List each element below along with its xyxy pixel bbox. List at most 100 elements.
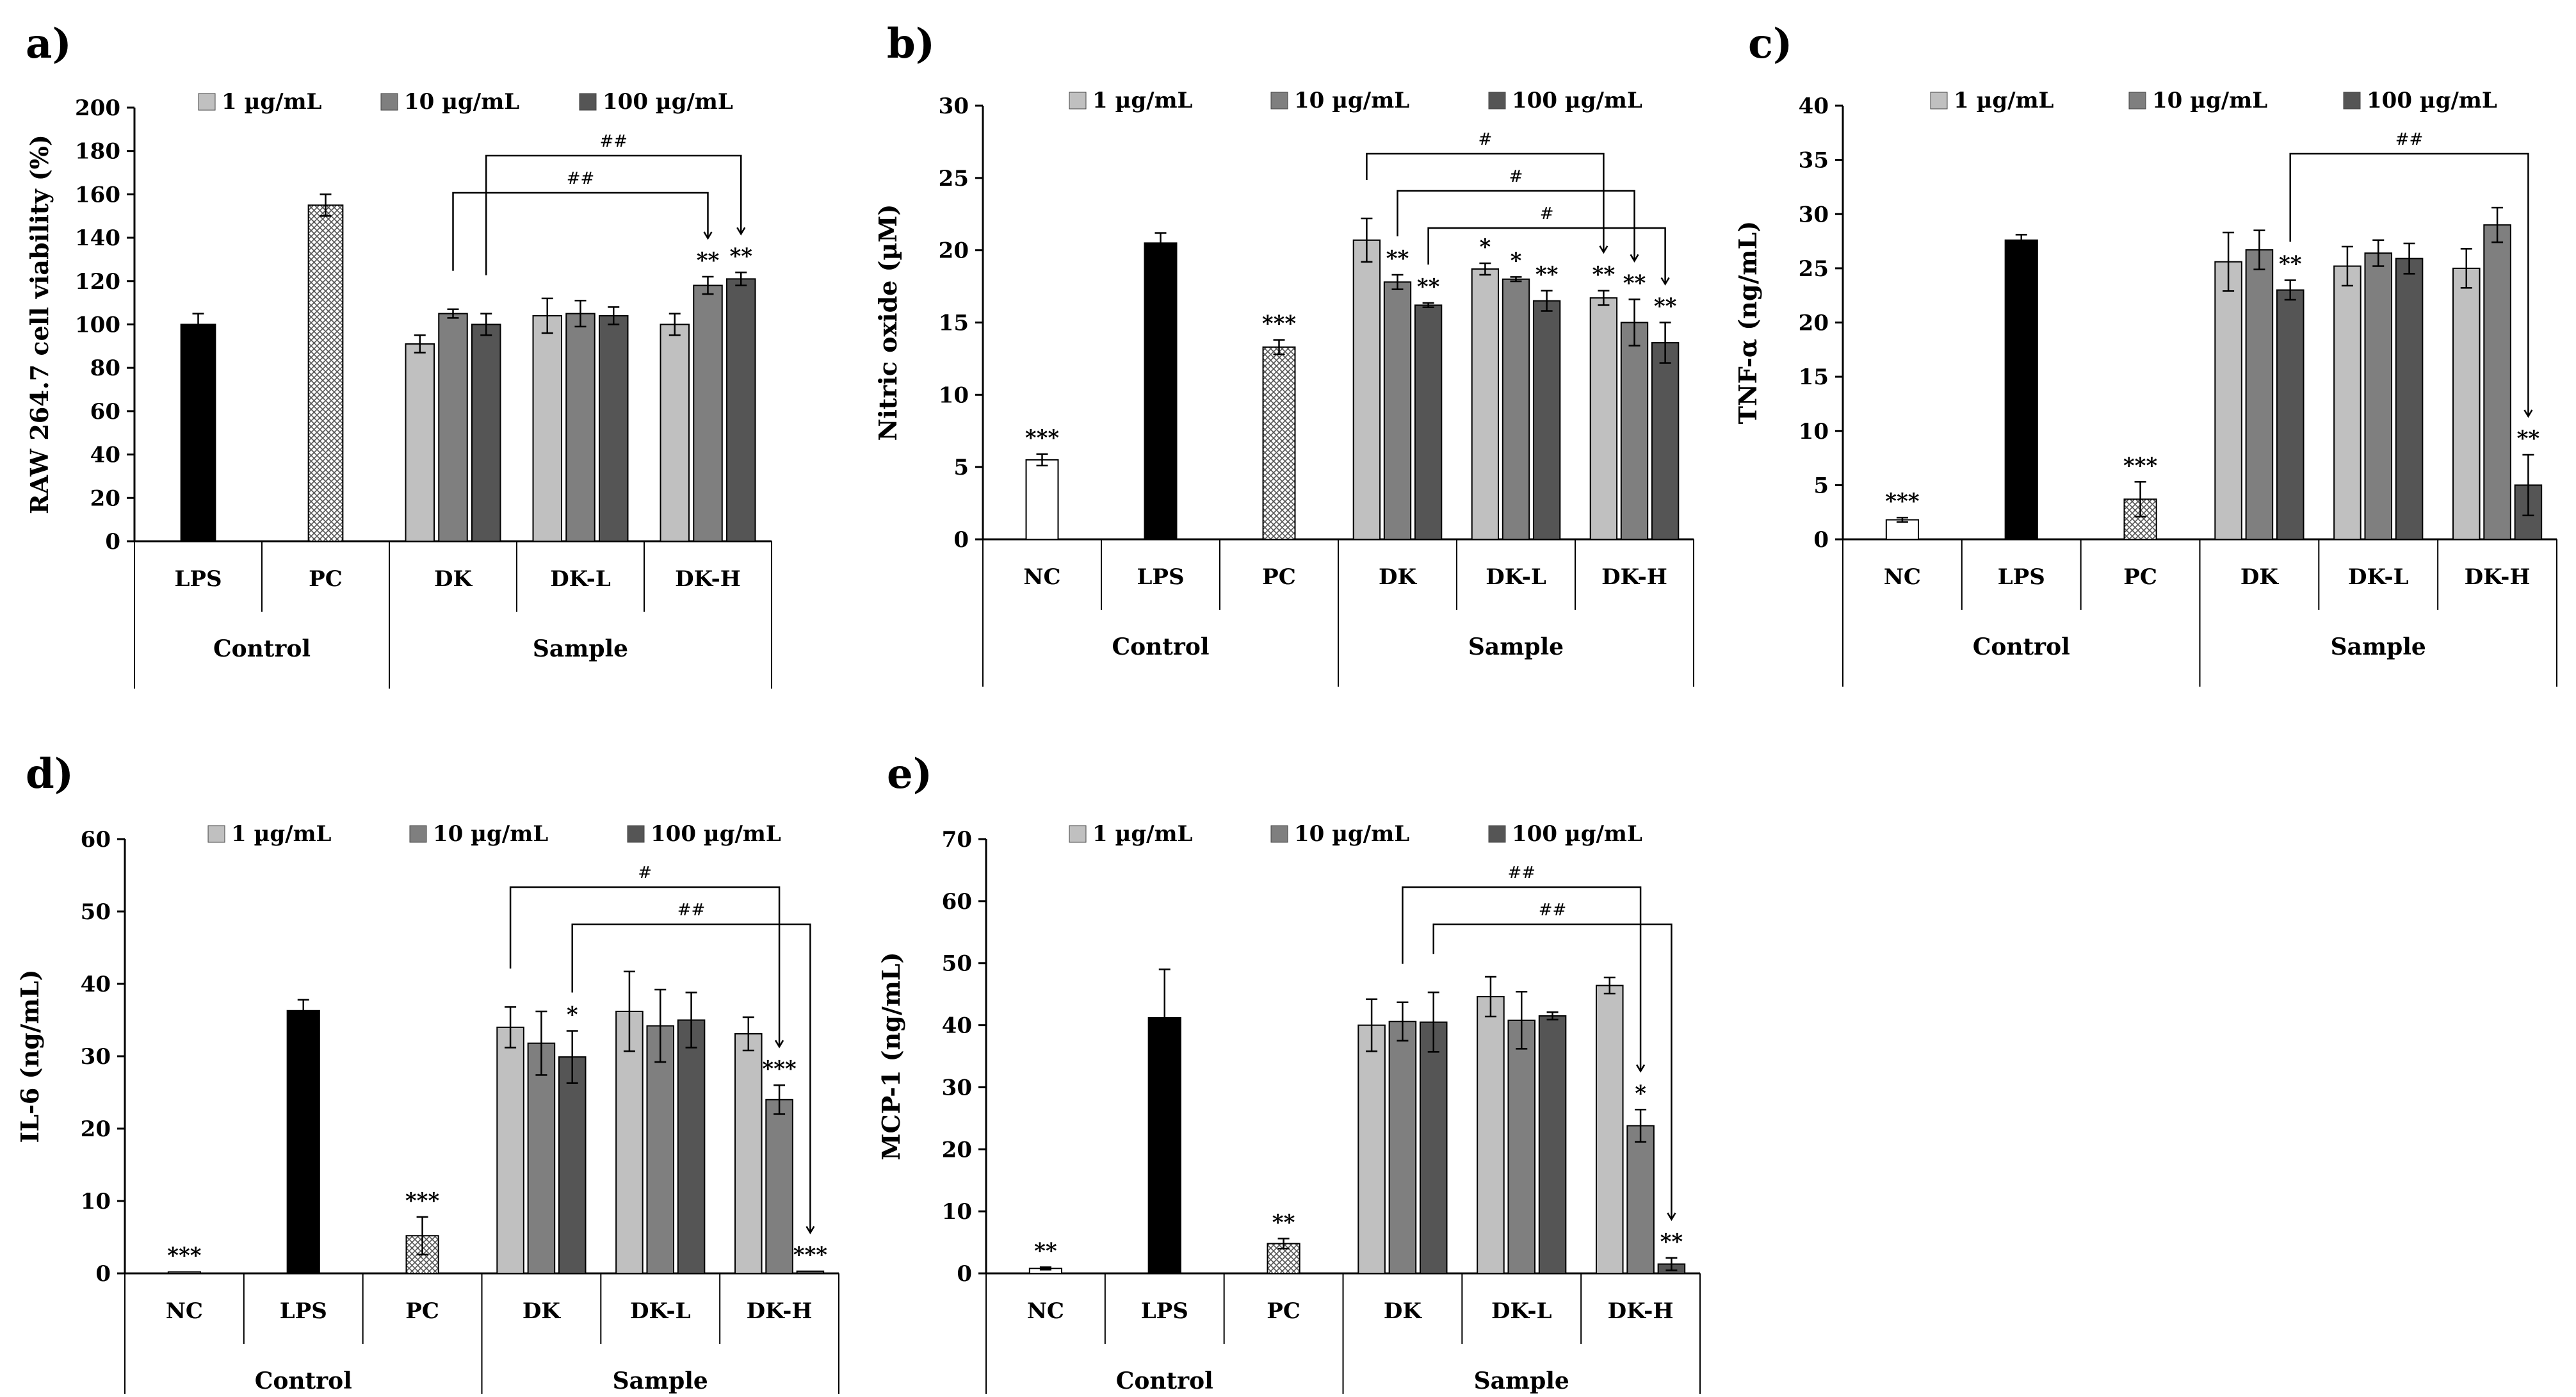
category-label: DK-H: [1601, 564, 1667, 590]
category-label: DK-L: [1486, 564, 1546, 590]
comparison-arrowhead: [736, 227, 746, 236]
group-label: Control: [1116, 1368, 1213, 1394]
bar: [1589, 297, 1618, 540]
category-label: DK-L: [1491, 1298, 1552, 1324]
bar: [1507, 1019, 1536, 1275]
y-tick-label: 20: [942, 1137, 972, 1163]
y-tick-label: 100: [75, 313, 120, 338]
legend-swatch: [1930, 92, 1948, 110]
category-label: PC: [1267, 1298, 1300, 1324]
legend-swatch: [380, 93, 398, 111]
bar: [565, 313, 595, 542]
bar: [2452, 267, 2481, 540]
significance-label: **: [1386, 246, 1409, 272]
bar: [2364, 252, 2393, 540]
chart-panel-d: d) 0 10 20 30 40 50 60 IL-6 (ng/mL) NC LPS PC DK DK-L…: [15, 750, 839, 1397]
y-tick-label: 70: [942, 827, 972, 853]
comparison-arrowhead: [775, 1040, 784, 1049]
bar: [558, 1056, 587, 1274]
legend-swatch: [1069, 825, 1087, 843]
chart-panel-b: b) 0 5 10 15 20 25 30 Nitric oxide (µM) NC LPS PC DK…: [873, 20, 1694, 687]
category-label: DK: [434, 566, 473, 592]
bar: [2395, 257, 2424, 540]
bar: [725, 278, 756, 542]
y-axis-label: IL-6 (ng/mL): [15, 970, 44, 1143]
legend-swatch: [2343, 92, 2361, 110]
y-tick-label: 60: [942, 889, 972, 915]
bar: [180, 323, 216, 542]
bar: [1595, 984, 1624, 1275]
significance-label: **: [1660, 1229, 1683, 1255]
significance-label: **: [729, 243, 752, 269]
chart-panel-e: e) 0 10 20 30 40 50 60 70 MCP-1 (ng/mL) NC LPS PC DK D…: [877, 750, 1701, 1397]
bar: [796, 1270, 825, 1274]
bar: [2245, 249, 2274, 540]
bar: [1626, 1125, 1655, 1274]
y-tick-label: 10: [1799, 419, 1829, 445]
significance-label: *: [1635, 1081, 1646, 1106]
legend-label: 10 µg/mL: [2152, 88, 2267, 113]
comparison-arrowhead: [806, 1225, 815, 1235]
bar: [615, 1010, 644, 1274]
legend-swatch: [207, 825, 225, 843]
significance-label: **: [2517, 426, 2540, 452]
legend-label: 1 µg/mL: [222, 89, 322, 115]
y-tick-label: 25: [939, 166, 969, 192]
significance-label: **: [1272, 1210, 1295, 1236]
y-tick-label: 5: [1813, 473, 1829, 498]
y-tick-label: 0: [105, 529, 120, 555]
comparison-bracket: [452, 192, 709, 271]
category-label: PC: [309, 566, 343, 592]
bar: [1651, 342, 1680, 540]
legend-swatch: [1270, 92, 1288, 110]
bar: [1620, 322, 1649, 540]
significance-label: **: [2279, 251, 2302, 277]
legend-label: 10 µg/mL: [1294, 821, 1409, 847]
category-label: DK: [1384, 1298, 1422, 1324]
legend-label: 10 µg/mL: [1294, 88, 1409, 113]
panel-label: d): [26, 750, 74, 798]
category-label: LPS: [174, 566, 222, 592]
comparison-label: #: [1478, 130, 1493, 149]
significance-label: **: [1654, 294, 1677, 320]
y-tick-label: 160: [75, 182, 120, 208]
panel-label: a): [26, 20, 72, 68]
y-tick-label: 140: [75, 225, 120, 251]
bar: [405, 343, 435, 543]
category-label: NC: [166, 1298, 203, 1324]
group-label: Control: [1112, 633, 1209, 660]
panel-label: e): [887, 750, 932, 798]
category-label: DK: [522, 1298, 561, 1324]
comparison-bracket: [1427, 227, 1666, 284]
y-tick-label: 5: [953, 455, 969, 480]
bar: [1262, 346, 1296, 540]
y-tick-label: 200: [75, 95, 120, 121]
category-label: LPS: [1998, 564, 2045, 590]
category-label: NC: [1023, 564, 1060, 590]
y-tick-label: 40: [81, 972, 111, 997]
significance-label: **: [1034, 1238, 1057, 1264]
y-tick-label: 40: [90, 443, 120, 468]
y-axis-label: RAW 264.7 cell viability (%): [25, 135, 54, 514]
comparison-arrowhead: [1667, 1213, 1676, 1221]
category-label: PC: [2123, 564, 2157, 590]
bar: [1532, 300, 1561, 540]
category-label: LPS: [1137, 564, 1184, 590]
significance-label: ***: [793, 1243, 828, 1268]
legend-swatch: [1069, 92, 1087, 110]
category-label: LPS: [280, 1298, 327, 1324]
bar: [527, 1042, 556, 1275]
group-label: Sample: [533, 635, 628, 662]
y-tick-label: 25: [1799, 256, 1829, 282]
bar: [1419, 1021, 1448, 1274]
y-tick-label: 50: [942, 951, 972, 977]
y-tick-label: 30: [1799, 202, 1829, 227]
bar: [2483, 224, 2511, 540]
bar: [1357, 1024, 1386, 1274]
category-label: DK-H: [1608, 1298, 1674, 1324]
y-tick-label: 180: [75, 139, 120, 165]
significance-label: **: [1623, 270, 1646, 296]
y-tick-label: 35: [1799, 148, 1829, 174]
bar: [1388, 1020, 1417, 1274]
bar: [734, 1033, 763, 1274]
